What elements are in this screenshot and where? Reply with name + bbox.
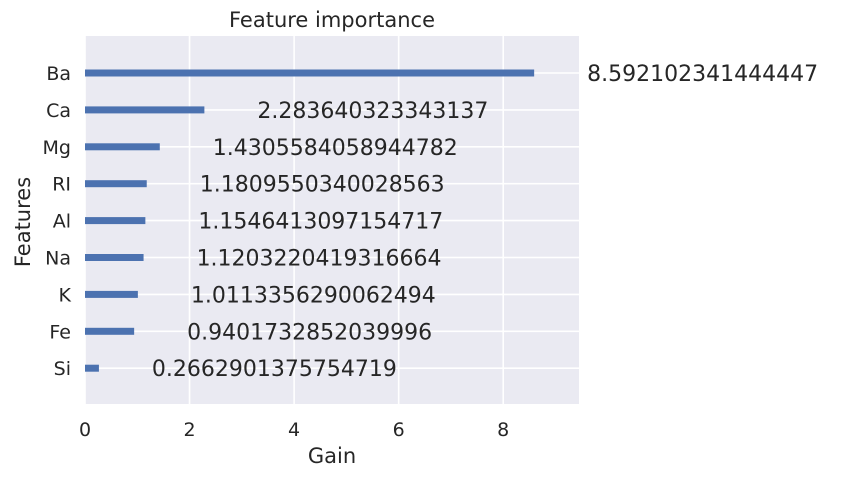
y-tick-label-ca: Ca: [46, 100, 71, 122]
y-tick-label-k: K: [59, 284, 72, 306]
y-tick-label-ba: Ba: [46, 63, 71, 85]
bar-al: [85, 217, 145, 224]
bar-ri: [85, 180, 147, 187]
bar-k: [85, 291, 138, 298]
bar-mg: [85, 143, 160, 150]
value-label-ca: 2.283640323343137: [257, 99, 488, 124]
value-label-na: 1.1203220419316664: [197, 247, 442, 272]
x-tick-label: 0: [79, 419, 91, 441]
bar-na: [85, 254, 144, 261]
y-tick-label-fe: Fe: [49, 321, 71, 343]
x-tick-label: 8: [497, 419, 509, 441]
x-tick-label: 4: [288, 419, 300, 441]
x-tick-label: 6: [393, 419, 405, 441]
y-tick-label-na: Na: [45, 248, 71, 270]
y-tick-labels: Ba Ca Mg RI Al Na K Fe Si: [43, 63, 72, 380]
y-tick-label-mg: Mg: [43, 137, 71, 159]
bar-ba: [85, 70, 534, 77]
value-label-fe: 0.9401732852039996: [187, 320, 432, 345]
value-label-ba: 8.592102341444447: [587, 62, 818, 87]
bar-fe: [85, 328, 134, 335]
chart-title: Feature importance: [229, 8, 435, 32]
value-label-al: 1.1546413097154717: [198, 210, 443, 235]
value-label-mg: 1.4305584058944782: [213, 136, 458, 161]
value-label-k: 1.0113356290062494: [191, 283, 436, 308]
y-tick-label-si: Si: [54, 358, 71, 380]
x-axis-label: Gain: [308, 444, 356, 468]
y-tick-label-al: Al: [53, 211, 71, 233]
bar-ca: [85, 106, 204, 113]
value-label-ri: 1.1809550340028563: [200, 173, 445, 198]
y-tick-label-ri: RI: [52, 174, 71, 196]
x-tick-labels: 0 2 4 6 8: [79, 419, 509, 441]
bar-si: [85, 365, 99, 372]
x-tick-label: 2: [184, 419, 196, 441]
value-label-si: 0.2662901375754719: [152, 357, 397, 382]
y-axis-label: Features: [11, 177, 35, 267]
